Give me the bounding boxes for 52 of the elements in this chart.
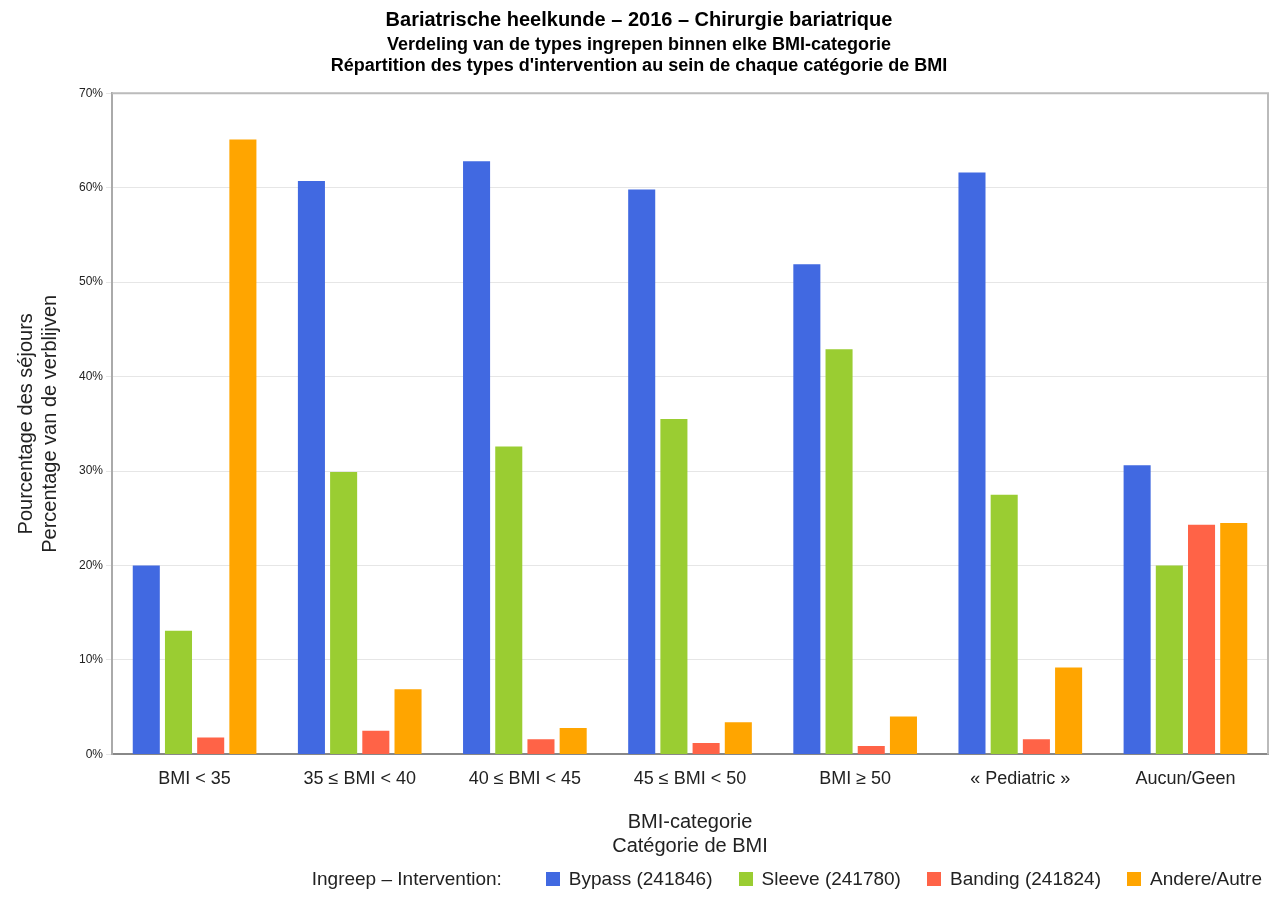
- bar: [527, 739, 555, 754]
- bar: [330, 471, 358, 754]
- legend-label: Andere/Autre: [1150, 868, 1262, 890]
- legend-label: Bypass (241846): [568, 868, 713, 890]
- y-axis-title: Pourcentage des séjours Percentage van de verblijven: [13, 294, 60, 553]
- bar: [628, 189, 656, 754]
- bar: [463, 161, 491, 754]
- bar: [958, 172, 986, 754]
- bar: [793, 264, 821, 754]
- bar: [1055, 667, 1083, 754]
- legend-title: Ingreep – Intervention:: [311, 868, 502, 890]
- x-tick-label: Aucun/Geen: [1135, 768, 1236, 789]
- bar: [660, 419, 688, 754]
- bar: [394, 689, 422, 754]
- x-tick-label: « Pediatric »: [970, 768, 1071, 789]
- legend-label: Banding (241824): [949, 868, 1102, 890]
- bar: [495, 446, 523, 754]
- x-tick-label: 35 ≤ BMI < 40: [303, 768, 416, 789]
- bar: [297, 181, 325, 754]
- x-tick-label: BMI ≥ 50: [819, 768, 892, 789]
- bar: [1188, 524, 1216, 754]
- bar: [1022, 739, 1050, 754]
- bar: [132, 565, 160, 754]
- x-tick-label: 45 ≤ BMI < 50: [633, 768, 747, 789]
- bar: [559, 727, 587, 754]
- legend-label: Sleeve (241780): [761, 868, 901, 890]
- y-tick-label: 30%: [78, 463, 104, 478]
- bar: [857, 745, 885, 754]
- bar: [889, 716, 917, 754]
- bar: [164, 630, 193, 754]
- y-tick-label: 0%: [85, 746, 104, 761]
- bar: [692, 743, 720, 754]
- bar: [1123, 465, 1151, 754]
- x-tick-label: BMI < 35: [158, 768, 231, 789]
- x-tick-label: 40 ≤ BMI < 45: [468, 768, 582, 789]
- x-axis-title: BMI-categorie Catégorie de BMI: [612, 809, 768, 856]
- bar: [724, 722, 752, 754]
- bar: [362, 730, 390, 754]
- bar: [1155, 565, 1183, 754]
- bar: [1220, 522, 1248, 754]
- y-tick-label: 10%: [78, 652, 104, 667]
- y-tick-label: 60%: [78, 179, 104, 194]
- bar: [825, 349, 853, 754]
- bar: [229, 139, 257, 754]
- y-tick-label: 40%: [78, 368, 104, 383]
- y-tick-label: 50%: [78, 274, 104, 289]
- bar: [197, 737, 225, 754]
- y-tick-label: 20%: [78, 557, 104, 572]
- bar: [990, 494, 1018, 754]
- chart-subtitle: Verdeling van de types ingrepen binnen elke BMI-categorie Répartition des types d'intervention au sein de chaque catégorie de BMI: [330, 33, 948, 76]
- chart-title: Bariatrische heelkunde – 2016 – Chirurgie bariatrique: [385, 7, 893, 30]
- y-tick-label: 70%: [78, 85, 104, 100]
